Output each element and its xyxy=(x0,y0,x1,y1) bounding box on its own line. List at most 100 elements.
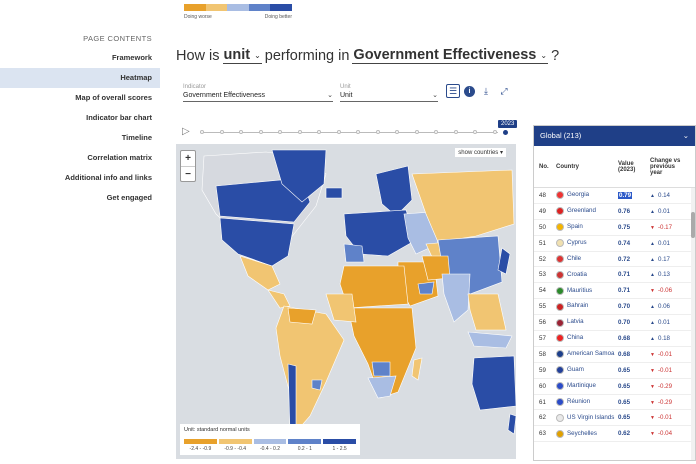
sidebar-heading: PAGE CONTENTS xyxy=(83,34,152,43)
row-country[interactable]: American Samoa xyxy=(556,350,618,359)
table-row[interactable]: 55 Bahrain 0.70 ▲ 0.06 xyxy=(534,299,695,316)
timeline-track[interactable] xyxy=(200,132,498,133)
row-country[interactable]: Mauritius xyxy=(556,286,618,295)
col-change[interactable]: Change vs previous year xyxy=(650,157,681,176)
sidebar-item-framework[interactable]: Framework xyxy=(111,53,152,62)
col-no[interactable]: No. xyxy=(539,163,549,170)
table-row[interactable]: 54 Mauritius 0.71 ▼ -0.06 xyxy=(534,283,695,300)
row-value: 0.72 xyxy=(618,255,631,263)
timeline-tick[interactable] xyxy=(375,130,380,134)
legend-better-label: Doing better xyxy=(264,14,292,20)
map-region-new-zealand xyxy=(507,413,516,435)
page-title: How is unit ⌄ performing in Government E… xyxy=(176,47,559,64)
table-row[interactable]: 49 Greenland 0.76 ▲ 0.01 xyxy=(534,204,695,220)
sliders-icon[interactable]: ☰ xyxy=(446,84,460,98)
timeline-tick[interactable] xyxy=(434,130,438,134)
top-legend: Doing worse Doing better xyxy=(184,4,292,20)
row-country[interactable]: Latvia xyxy=(556,318,618,327)
row-country[interactable]: China xyxy=(556,334,618,343)
zoom-out-button[interactable]: − xyxy=(181,166,195,181)
row-country[interactable]: Chile xyxy=(556,255,618,263)
table-row[interactable]: 61 Réunion 0.65 ▼ -0.29 xyxy=(534,395,695,411)
timeline-tick[interactable] xyxy=(317,130,321,134)
show-countries-dropdown[interactable]: show countries ▾ xyxy=(455,148,506,157)
table-row[interactable]: 60 Martinique 0.65 ▼ -0.29 xyxy=(534,379,695,395)
sidebar-item-heatmap[interactable]: Heatmap xyxy=(0,68,160,88)
sidebar-item-additional-info[interactable]: Additional info and links xyxy=(64,173,152,182)
sidebar-item-get-engaged[interactable]: Get engaged xyxy=(106,193,152,202)
sidebar-item-indicator-bar-chart[interactable]: Indicator bar chart xyxy=(86,113,152,122)
map-region-venezuela xyxy=(287,307,317,325)
timeline-tick[interactable] xyxy=(492,130,497,134)
col-value[interactable]: Value (2023) xyxy=(618,160,636,173)
unit-filter-label: Unit xyxy=(340,84,351,90)
timeline-slider[interactable]: ▷ 2023 xyxy=(180,120,518,142)
download-icon[interactable]: ⤓ xyxy=(484,85,488,96)
arrow-up-icon: ▲ xyxy=(650,304,655,311)
row-country[interactable]: Réunion xyxy=(556,398,618,407)
sidebar-item-map-of-overall-scores[interactable]: Map of overall scores xyxy=(75,93,152,102)
indicator-selector[interactable]: Government Effectiveness ⌄ xyxy=(352,47,549,64)
timeline-tick[interactable] xyxy=(219,130,224,134)
row-country-name: Chile xyxy=(567,254,582,262)
col-country[interactable]: Country xyxy=(556,163,579,170)
timeline-handle[interactable] xyxy=(503,130,508,135)
timeline-tick[interactable] xyxy=(239,130,243,134)
table-row[interactable]: 57 China 0.68 ▲ 0.18 xyxy=(534,331,695,347)
table-row[interactable]: 51 Cyprus 0.74 ▲ 0.01 xyxy=(534,236,695,252)
row-rank: 58 xyxy=(539,350,546,358)
sidebar-item-timeline[interactable]: Timeline xyxy=(121,133,152,142)
table-row[interactable]: 59 Guam 0.65 ▼ -0.01 xyxy=(534,363,695,379)
timeline-tick[interactable] xyxy=(278,130,282,134)
map-region-mexico xyxy=(239,255,281,291)
timeline-tick[interactable] xyxy=(297,130,302,134)
table-row[interactable]: 48 Georgia 0.79 ▲ 0.14 xyxy=(534,188,695,204)
indicator-filter[interactable]: Indicator Government Effectiveness ⌄ xyxy=(183,84,333,102)
timeline-tick[interactable] xyxy=(414,130,419,134)
row-value: 0.70 xyxy=(618,303,631,311)
row-country[interactable]: US Virgin Islands xyxy=(556,413,618,422)
zoom-in-button[interactable]: + xyxy=(185,153,191,164)
row-country[interactable]: Greenland xyxy=(556,207,618,216)
table-row[interactable]: 58 American Samoa 0.68 ▼ -0.01 xyxy=(534,347,695,363)
unit-filter[interactable]: Unit Unit ⌄ xyxy=(340,84,438,102)
timeline-tick[interactable] xyxy=(453,130,458,134)
timeline-tick[interactable] xyxy=(356,130,360,134)
table-row[interactable]: 62 US Virgin Islands 0.65 ▼ -0.01 xyxy=(534,410,695,427)
arrow-down-icon: ▼ xyxy=(650,415,655,422)
row-country[interactable]: Martinique xyxy=(556,382,618,391)
table-row[interactable]: 52 Chile 0.72 ▲ 0.17 xyxy=(534,252,695,268)
timeline-tick[interactable] xyxy=(258,130,263,134)
table-row[interactable]: 50 Spain 0.75 ▼ -0.17 xyxy=(534,220,695,236)
timeline-tick[interactable] xyxy=(336,130,341,134)
row-country[interactable]: Seychelles xyxy=(556,429,618,438)
row-country[interactable]: Spain xyxy=(556,223,618,232)
row-country[interactable]: Bahrain xyxy=(556,302,618,311)
arrow-down-icon: ▼ xyxy=(650,288,655,295)
map-toolbar: ☰ i ⤓ ⤢ xyxy=(446,84,511,98)
table-row[interactable]: 56 Latvia 0.70 ▲ 0.01 xyxy=(534,315,695,332)
region-dropdown[interactable]: Global (213) ⌄ xyxy=(534,126,695,146)
row-country-name: Croatia xyxy=(567,270,587,278)
play-icon[interactable]: ▷ xyxy=(182,126,190,137)
fullscreen-icon[interactable]: ⤢ xyxy=(500,85,508,96)
scrollbar-thumb[interactable] xyxy=(691,212,695,238)
timeline-tick[interactable] xyxy=(395,130,399,134)
timeline-tick[interactable] xyxy=(200,130,204,134)
arrow-up-icon: ▲ xyxy=(650,320,655,327)
heatmap-map[interactable]: + − show countries ▾ Unit: standard norm… xyxy=(176,144,516,459)
row-country[interactable]: Georgia xyxy=(556,191,618,200)
unit-selector[interactable]: unit ⌄ xyxy=(222,47,262,64)
timeline-tick[interactable] xyxy=(473,130,477,134)
row-country[interactable]: Croatia xyxy=(556,270,618,279)
row-country[interactable]: Guam xyxy=(556,366,618,375)
row-value: 0.65 xyxy=(618,414,631,422)
row-country[interactable]: Cyprus xyxy=(556,239,618,248)
map-legend: Unit: standard normal units -2.4 - -0.9 … xyxy=(180,424,360,455)
row-rank: 48 xyxy=(539,191,546,199)
sidebar-item-correlation-matrix[interactable]: Correlation matrix xyxy=(87,153,152,162)
table-row[interactable]: 63 Seychelles 0.62 ▼ -0.04 xyxy=(534,426,695,443)
table-row[interactable]: 53 Croatia 0.71 ▲ 0.13 xyxy=(534,267,695,284)
ranking-scrollbar[interactable] xyxy=(691,188,695,460)
info-icon[interactable]: i xyxy=(464,85,475,97)
